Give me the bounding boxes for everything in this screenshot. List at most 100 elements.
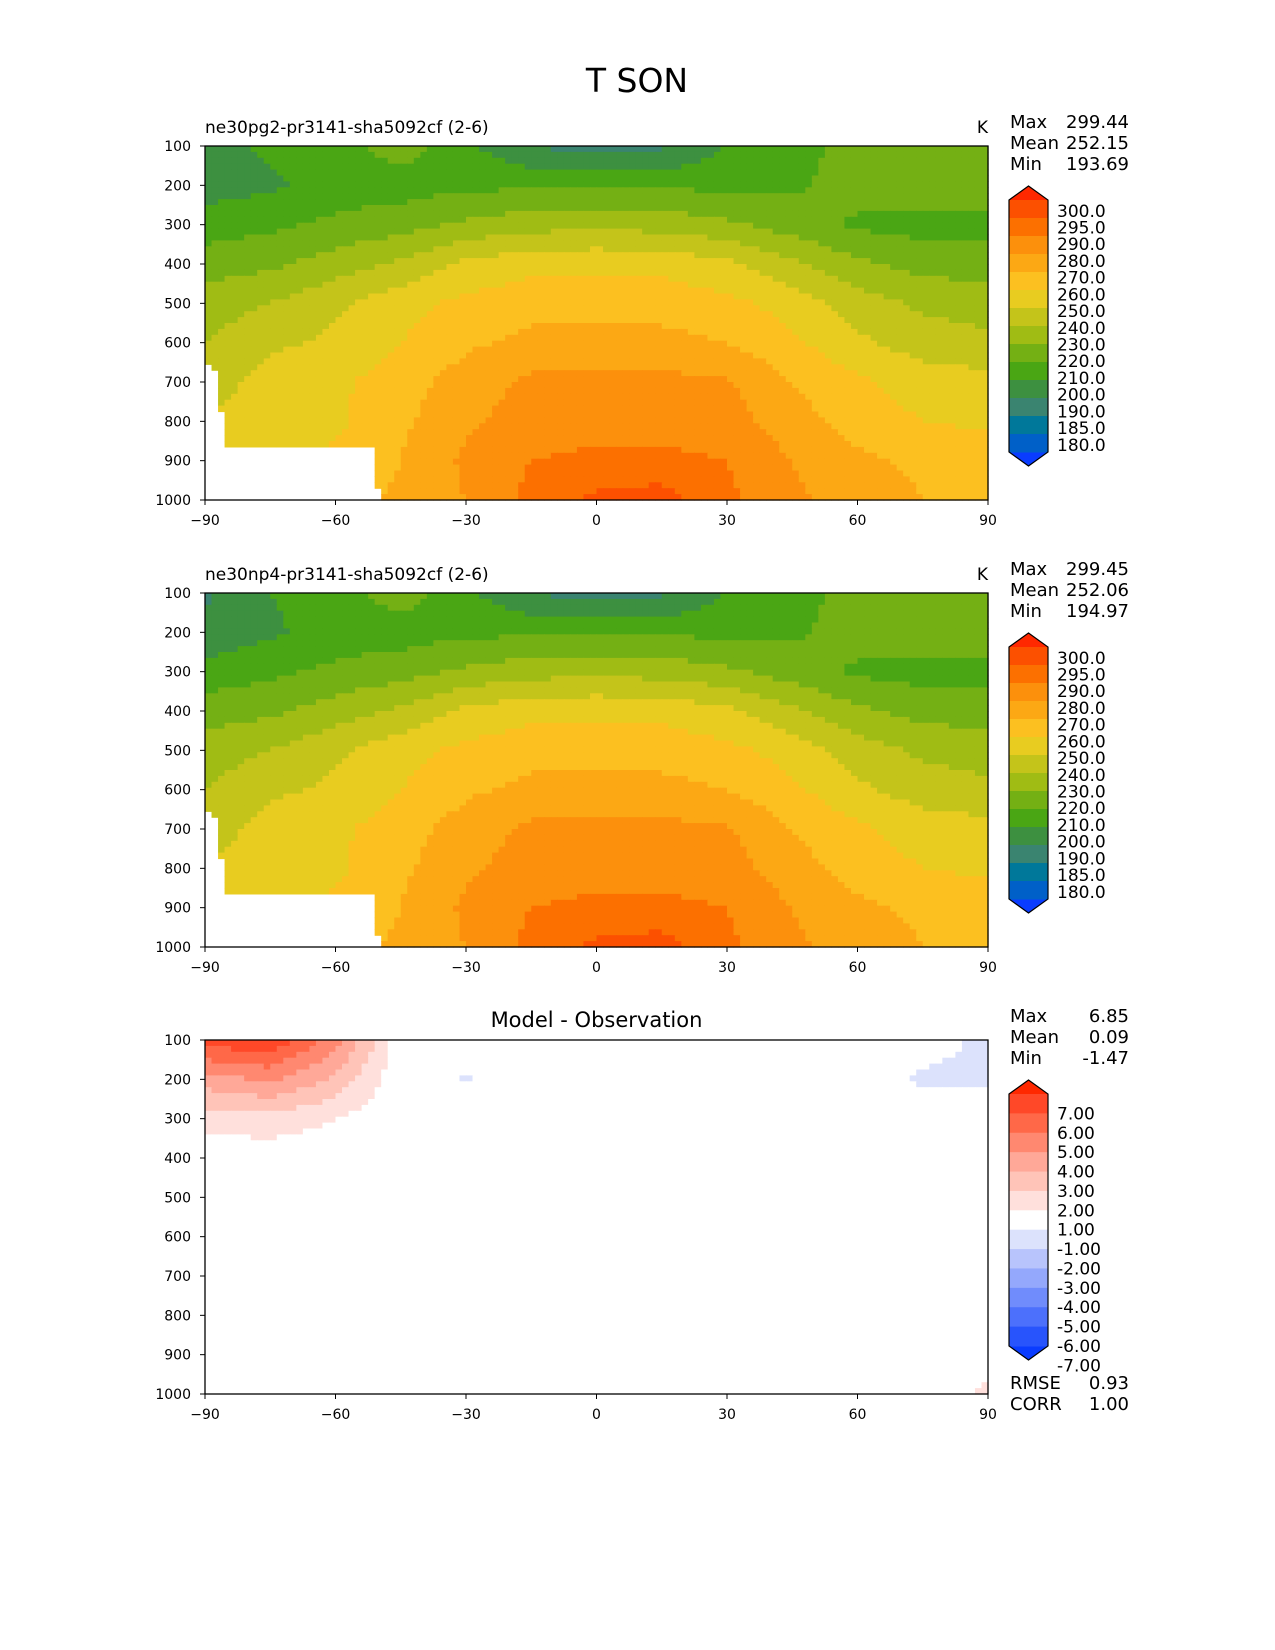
contour-cell [472, 205, 480, 212]
contour-cell [205, 311, 213, 318]
contour-cell [635, 157, 643, 165]
contour-cell [661, 328, 669, 336]
contour-field [205, 146, 989, 501]
contour-cell [374, 287, 382, 295]
contour-cell [576, 234, 585, 241]
contour-cell [289, 281, 297, 289]
contour-cell [929, 334, 937, 342]
contour-cell [629, 364, 637, 371]
contour-cell [289, 305, 297, 312]
contour-cell [883, 240, 891, 247]
contour-cell [753, 376, 761, 383]
contour-cell [335, 175, 343, 182]
contour-cell [576, 328, 585, 336]
contour-cell [759, 252, 767, 259]
contour-cell [557, 216, 565, 224]
contour-cell [302, 216, 311, 224]
contour-cell [883, 370, 891, 377]
contour-cell [570, 352, 578, 359]
contour-cell [981, 346, 989, 354]
contour-cell [883, 163, 891, 171]
contour-cell [837, 269, 846, 277]
contour-cell [792, 234, 800, 241]
contour-cell [746, 334, 754, 342]
contour-cell [563, 163, 572, 171]
contour-cell [720, 169, 728, 177]
contour-cell [485, 216, 493, 224]
contour-cell [472, 376, 480, 383]
contour-cell [576, 246, 585, 253]
contour-cell [544, 305, 552, 312]
contour-cell [948, 205, 956, 212]
contour-cell [916, 193, 924, 200]
contour-cell [655, 252, 663, 259]
contour-cell [955, 181, 963, 188]
contour-cell [903, 157, 911, 165]
contour-cell [505, 311, 513, 318]
contour-cell [766, 334, 774, 342]
contour-cell [811, 358, 819, 365]
contour-cell [244, 264, 252, 271]
contour-cell [231, 258, 239, 265]
contour-cell [857, 199, 865, 206]
contour-cell [224, 210, 232, 218]
contour-cell [831, 311, 839, 318]
contour-cell [485, 169, 493, 177]
contour-cell [896, 146, 904, 153]
contour-cell [700, 305, 709, 312]
contour-cell [668, 228, 676, 236]
contour-cell [968, 340, 976, 348]
contour-cell [576, 311, 585, 318]
contour-cell [322, 370, 330, 377]
contour-cell [407, 334, 415, 342]
contour-cell [766, 216, 774, 224]
contour-cell [811, 216, 819, 224]
contour-cell [335, 193, 343, 200]
contour-cell [622, 222, 630, 230]
contour-cell [309, 258, 317, 265]
contour-cell [961, 246, 970, 253]
contour-cell [439, 234, 448, 241]
contour-cell [948, 169, 956, 177]
contour-cell [544, 210, 552, 218]
contour-cell [322, 157, 330, 165]
contour-cell [824, 317, 833, 324]
contour-cell [576, 258, 585, 265]
contour-cell [622, 340, 630, 348]
contour-cell [909, 187, 917, 194]
contour-cell [798, 299, 806, 306]
contour-cell [837, 281, 846, 289]
contour-cell [772, 181, 780, 188]
contour-cell [328, 275, 337, 283]
contour-cell [218, 376, 226, 383]
contour-cell [407, 340, 415, 348]
contour-cell [805, 193, 813, 200]
contour-cell [563, 358, 572, 365]
contour-cell [472, 175, 480, 182]
contour-cell [361, 323, 369, 330]
contour-cell [452, 299, 461, 306]
contour-cell [283, 228, 291, 236]
contour-cell [485, 334, 493, 342]
contour-cell [616, 311, 624, 318]
contour-cell [596, 293, 604, 300]
contour-cell [635, 216, 643, 224]
contour-cell [570, 334, 578, 342]
contour-cell [896, 305, 904, 312]
contour-cell [413, 387, 421, 395]
contour-cell [753, 387, 761, 395]
contour-cell [400, 234, 408, 241]
contour-cell [713, 240, 722, 247]
contour-cell [550, 258, 558, 265]
contour-cell [968, 264, 976, 271]
contour-cell [674, 193, 682, 200]
contour-cell [296, 299, 304, 306]
contour-cell [766, 364, 774, 371]
contour-cell [355, 269, 363, 277]
contour-cell [231, 293, 239, 300]
contour-cell [368, 305, 376, 312]
contour-cell [205, 181, 213, 188]
contour-cell [557, 210, 565, 218]
contour-cell [687, 269, 695, 277]
contour-cell [570, 193, 578, 200]
